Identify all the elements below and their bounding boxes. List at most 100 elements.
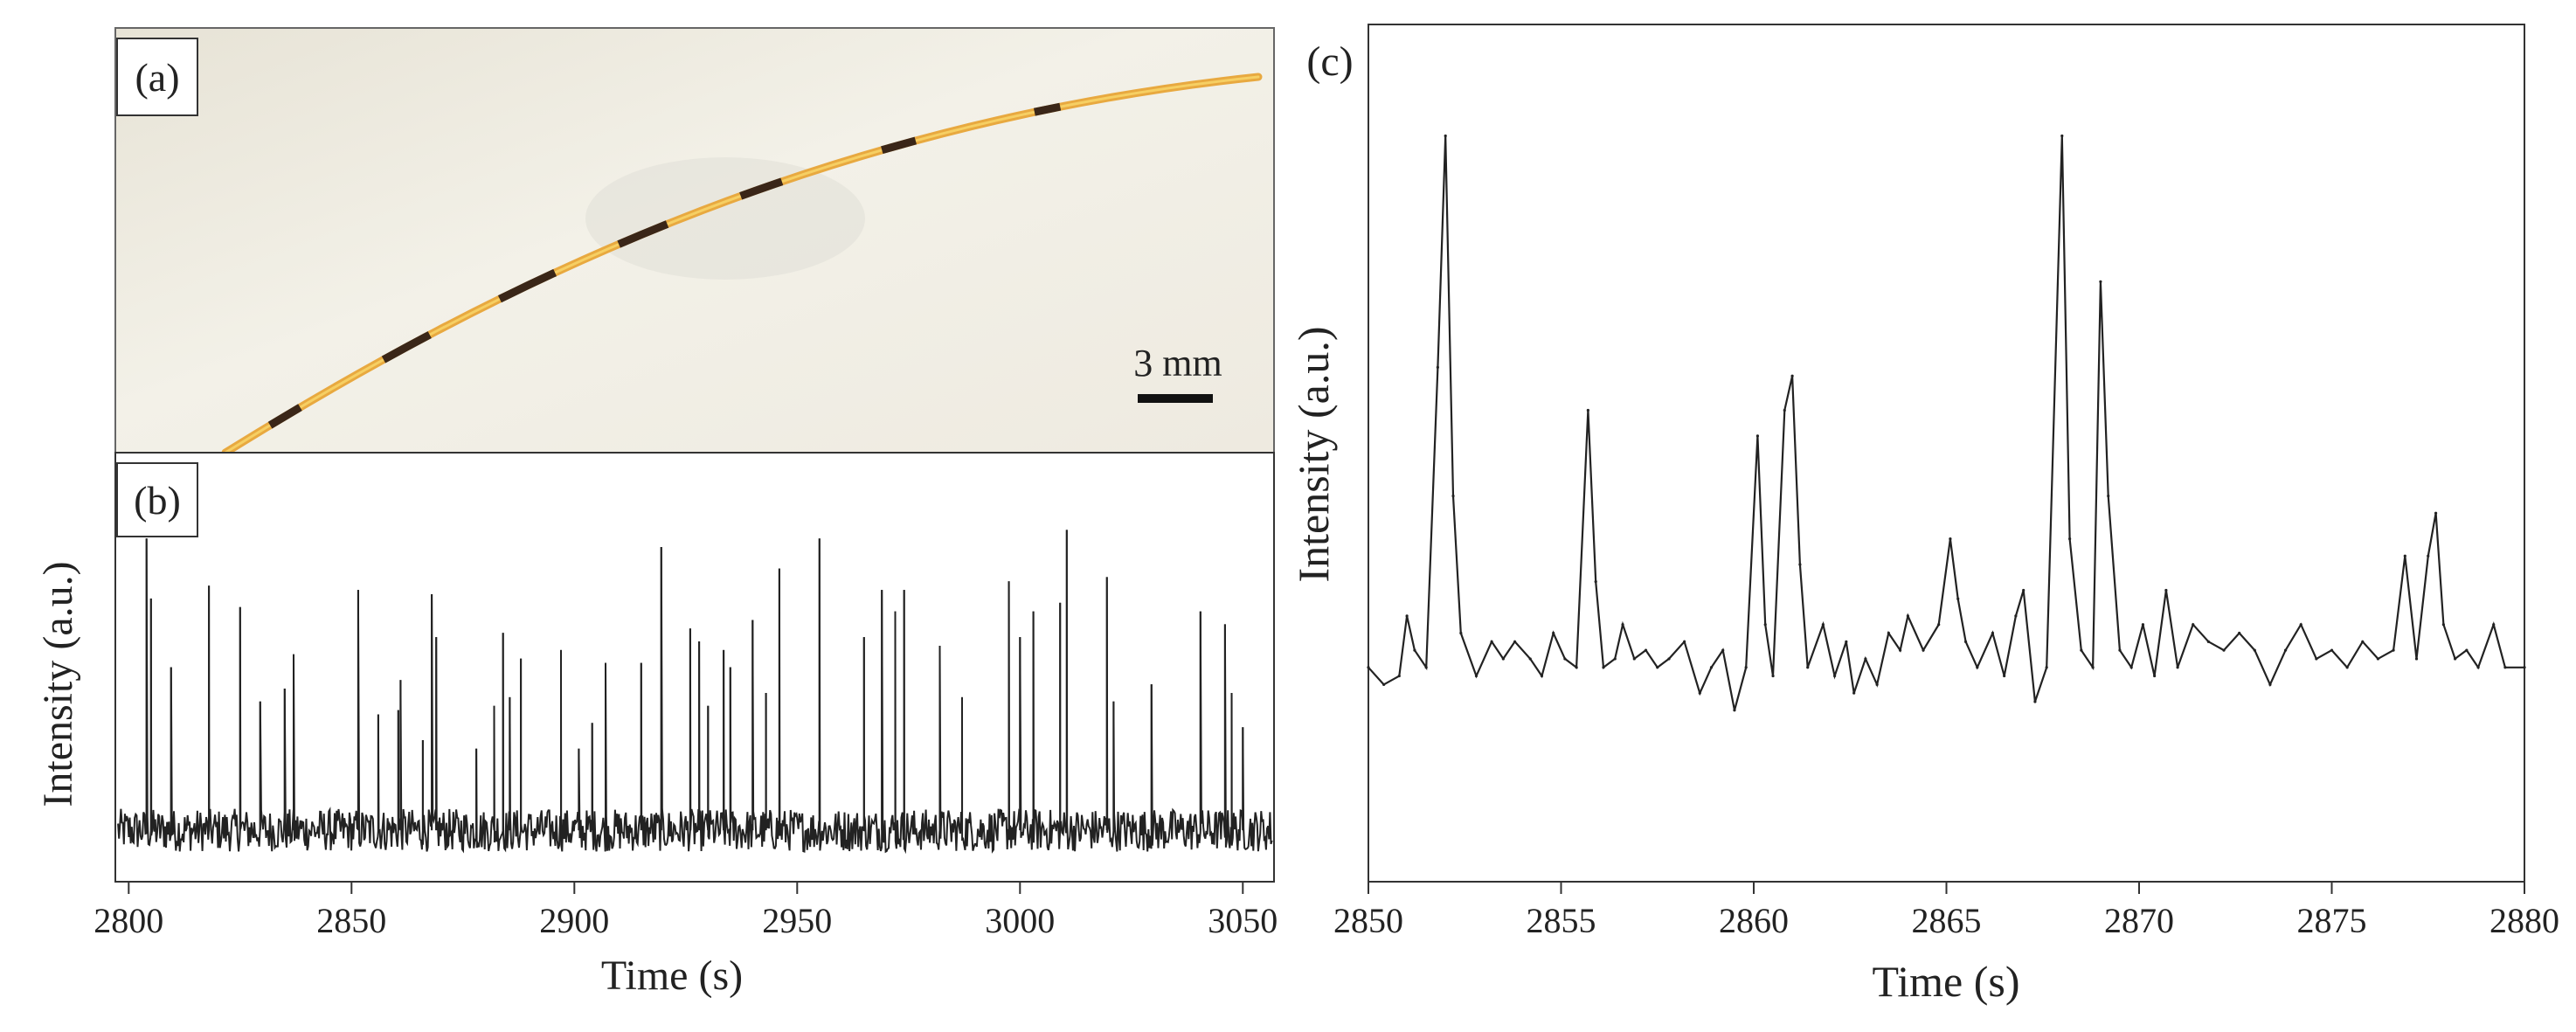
data-point [1474,674,1478,678]
data-point [1821,623,1825,627]
data-point [1501,657,1505,661]
data-point [2045,666,2048,669]
data-point [2523,666,2526,669]
data-point [1436,365,1439,369]
data-point [1790,374,1794,377]
data-point [2253,648,2256,652]
data-point [1991,631,1995,635]
paper-shadow [585,157,865,280]
data-point [2503,666,2507,669]
data-point [1937,623,1941,627]
data-point [2192,623,2195,627]
data-point [1413,648,1416,652]
data-point [1875,682,1879,686]
scale-bar-label: 3 mm [1133,342,1222,384]
data-point [2099,280,2102,283]
x-tick-label: 2870 [2104,901,2174,940]
data-point [2129,666,2133,669]
data-point [1744,666,1748,669]
data-point [2014,614,2018,618]
data-point [1798,563,1802,566]
data-point [1451,494,1455,498]
data-point [2080,648,2083,652]
data-point [2091,666,2095,669]
data-point [2222,648,2226,652]
x-tick-label: 2850 [316,901,386,940]
intensity-trace [117,530,1273,855]
data-point [2434,511,2438,515]
data-point [2315,657,2318,661]
data-point [1621,623,1624,627]
data-point [1528,657,1532,661]
data-point [1887,631,1890,635]
scale-bar [1138,394,1213,403]
data-point [2153,674,2157,678]
data-point [2238,631,2241,635]
data-point [2345,666,2349,669]
data-point [1656,666,1659,669]
data-point [1459,631,1463,635]
data-point [2003,674,2006,678]
x-tick-label: 2875 [2297,901,2367,940]
data-point [2492,623,2496,627]
x-tick-label: 2850 [1333,901,1403,940]
x-tick-label: 2855 [1527,901,1596,940]
plot-frame [1368,24,2525,883]
data-point [1698,691,1701,695]
data-point [1922,648,1925,652]
data-point [1540,674,1544,678]
x-tick-label: 2860 [1719,901,1789,940]
x-tick-label: 3050 [1208,901,1278,940]
data-point [2141,623,2145,627]
data-point [1405,614,1409,618]
x-tick-label: 2880 [2489,901,2559,940]
data-point [1721,648,1725,652]
data-point [1949,537,1952,541]
data-point [1444,134,1447,138]
x-tick-label: 2800 [93,901,163,940]
intensity-trace [1368,135,2524,711]
data-point [1864,657,1867,661]
data-point [1513,640,1517,643]
panel-c: (c) 2850 2855 2860 2865 2870 2875 2880 Time (s… [1289,24,2559,1006]
data-point [1667,657,1671,661]
fiber-highlight [224,75,1260,453]
data-point [2283,648,2288,652]
data-point [1956,597,1960,600]
panel-label-box [116,38,198,116]
x-tick-label: 2900 [539,901,609,940]
data-point [1845,640,1848,643]
plot-frame [114,452,1275,883]
x-axis-label: Time (s) [601,952,743,999]
data-point [2060,134,2064,138]
data-point [2022,588,2025,592]
data-point [2392,648,2395,652]
data-point [2454,657,2457,661]
y-axis-label: Intensity (a.u.) [1289,327,1338,583]
data-point [1976,666,1979,669]
data-point [1602,666,1605,669]
data-point [2107,494,2110,498]
data-point [1852,691,1856,695]
data-point [1783,408,1786,412]
data-point [1755,434,1760,438]
data-point [2164,588,2168,592]
y-axis-label: Intensity (a.u.) [35,561,81,807]
data-point [1906,614,1909,618]
data-point [2376,657,2380,661]
panel-label: (c) [1306,38,1353,85]
data-point [2403,554,2406,558]
data-point [1382,682,1386,686]
data-point [2414,657,2419,661]
data-point [1613,657,1617,661]
data-point [1683,640,1686,643]
x-tick-label: 2865 [1912,901,1982,940]
data-point [2068,537,2072,541]
data-point [2176,666,2179,669]
data-point [1594,580,1597,584]
data-point [2033,700,2037,703]
data-point [1644,648,1648,652]
data-point [1586,408,1589,412]
panel-a: (a) 3 mm [114,27,1275,454]
